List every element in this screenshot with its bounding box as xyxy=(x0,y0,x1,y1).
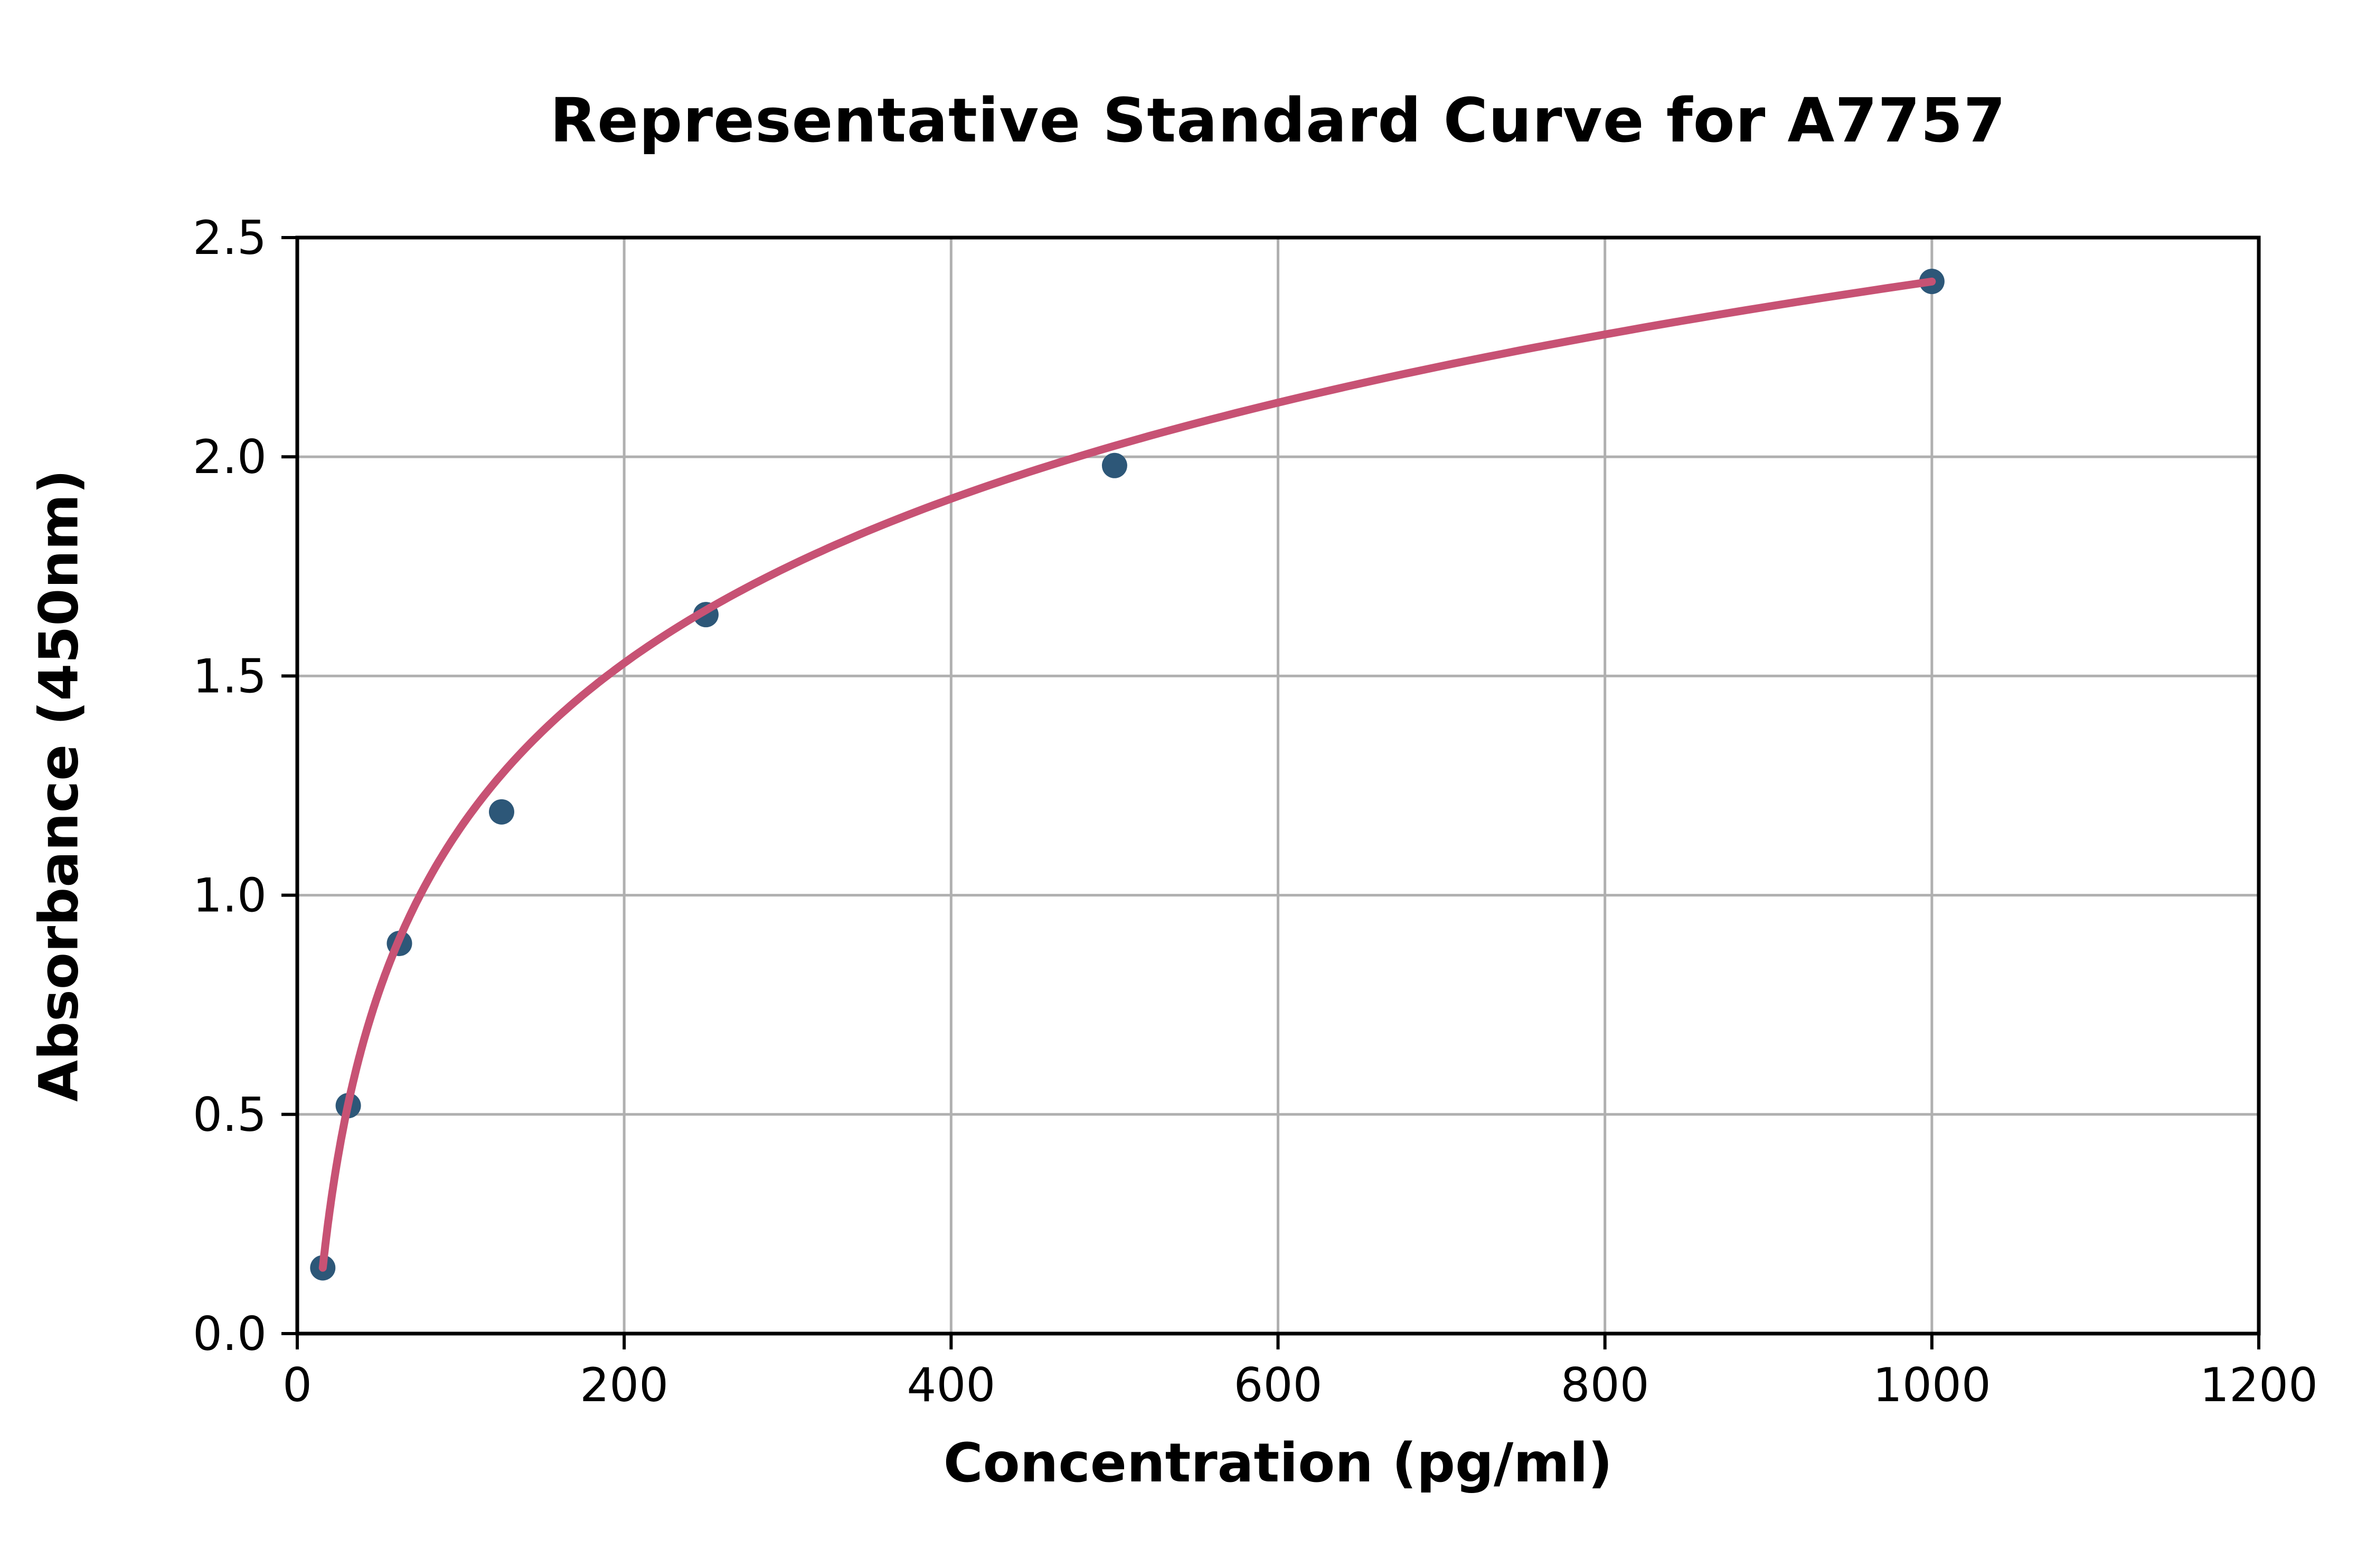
x-tick-label: 800 xyxy=(1561,1358,1649,1412)
chart-title: Representative Standard Curve for A7757 xyxy=(550,86,2006,156)
y-tick-label: 1.5 xyxy=(193,649,267,703)
y-tick-label: 2.0 xyxy=(193,430,267,484)
x-tick-label: 0 xyxy=(282,1358,312,1412)
x-tick-label: 200 xyxy=(580,1358,668,1412)
x-tick-label: 600 xyxy=(1234,1358,1323,1412)
x-tick-label: 1200 xyxy=(2200,1358,2318,1412)
x-axis-label: Concentration (pg/ml) xyxy=(943,1432,1613,1495)
y-tick-label: 1.0 xyxy=(193,868,267,923)
x-tick-label: 1000 xyxy=(1873,1358,1991,1412)
y-tick-label: 0.5 xyxy=(193,1088,267,1142)
y-tick-label: 2.5 xyxy=(193,211,267,265)
fit-curve xyxy=(318,277,1936,1272)
y-axis-label: Absorbance (450nm) xyxy=(27,469,91,1102)
y-tick-label: 0.0 xyxy=(193,1307,267,1361)
data-point xyxy=(1101,452,1127,478)
data-point xyxy=(488,799,514,825)
x-tick-label: 400 xyxy=(907,1358,995,1412)
